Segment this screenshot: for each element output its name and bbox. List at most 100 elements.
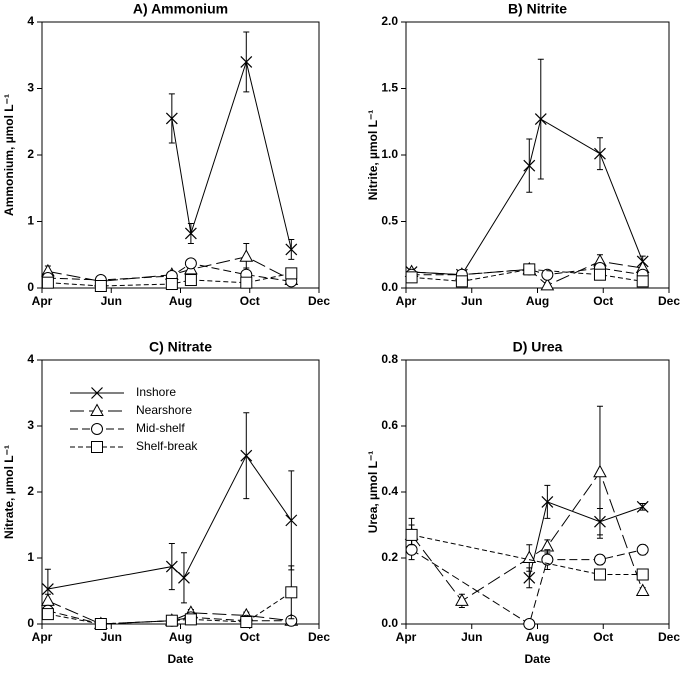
- marker-square: [405, 271, 418, 284]
- marker-square: [285, 586, 298, 599]
- x-tick-label: Oct: [240, 294, 260, 308]
- x-axis-label: Date: [524, 652, 550, 666]
- x-tick-label: Dec: [658, 294, 680, 308]
- y-axis-label: Nitrate, µmol L⁻¹: [2, 445, 16, 539]
- x-tick-label: Jun: [101, 630, 122, 644]
- marker-triangle: [540, 277, 555, 291]
- chart-title: C) Nitrate: [149, 339, 212, 355]
- y-tick-label: 1: [27, 214, 34, 228]
- marker-triangle: [239, 249, 254, 262]
- chart-title: B) Nitrite: [508, 1, 567, 17]
- x-tick-label: Oct: [593, 294, 613, 308]
- series-line: [411, 268, 643, 282]
- marker-square: [593, 268, 606, 281]
- y-tick-label: 2.0: [381, 14, 398, 28]
- y-tick-label: 0.0: [381, 280, 398, 294]
- series-line: [47, 272, 292, 287]
- marker-x: [240, 449, 253, 462]
- marker-x: [534, 113, 547, 126]
- x-tick-label: Jun: [101, 294, 122, 308]
- chart-title: D) Urea: [513, 339, 563, 355]
- series-line: [411, 471, 644, 602]
- marker-triangle: [522, 550, 537, 563]
- marker-x: [594, 147, 606, 160]
- y-tick-label: 3: [27, 81, 34, 95]
- x-tick-label: Aug: [526, 630, 549, 644]
- plot-frame: [41, 359, 320, 625]
- x-tick-label: Dec: [308, 294, 330, 308]
- marker-square: [285, 267, 298, 280]
- marker-triangle: [41, 593, 55, 606]
- series-line: [47, 610, 292, 625]
- marker-square: [41, 608, 54, 621]
- marker-x: [165, 560, 178, 573]
- marker-square: [240, 616, 253, 629]
- x-tick-label: Dec: [658, 630, 680, 644]
- series-line: [411, 118, 644, 276]
- y-tick-label: 4: [27, 14, 34, 28]
- x-tick-label: Jun: [461, 630, 482, 644]
- y-tick-label: 2: [27, 484, 34, 498]
- marker-circle: [541, 553, 554, 566]
- marker-square: [41, 276, 54, 289]
- y-axis-label: Nitrite, µmol L⁻¹: [366, 110, 380, 201]
- y-tick-label: 0.6: [381, 418, 398, 432]
- x-tick-label: Apr: [32, 294, 53, 308]
- marker-square: [240, 276, 253, 289]
- series-line: [47, 256, 292, 282]
- series-line: [47, 591, 292, 625]
- x-tick-label: Aug: [169, 630, 192, 644]
- plot-frame: [41, 21, 320, 289]
- marker-square: [94, 280, 107, 293]
- marker-square: [94, 618, 107, 630]
- marker-square: [593, 568, 606, 581]
- x-tick-label: Dec: [308, 630, 330, 644]
- plot-frame: [405, 21, 670, 289]
- marker-square: [184, 274, 197, 287]
- x-tick-label: Jun: [461, 294, 482, 308]
- x-tick-label: Aug: [526, 294, 549, 308]
- marker-x: [184, 227, 197, 240]
- y-tick-label: 0.0: [381, 616, 398, 630]
- y-axis-label: Urea, µmol L⁻¹: [366, 451, 380, 534]
- series-line: [171, 60, 292, 250]
- y-tick-label: 1.0: [381, 147, 398, 161]
- legend-label: Nearshore: [136, 403, 192, 417]
- marker-square: [455, 275, 468, 288]
- marker-triangle: [455, 593, 469, 606]
- x-tick-label: Apr: [396, 630, 417, 644]
- series-line: [411, 267, 643, 276]
- y-tick-label: 0.5: [381, 214, 398, 228]
- marker-x: [523, 571, 536, 584]
- series-line: [528, 501, 643, 578]
- marker-circle: [91, 423, 103, 435]
- x-tick-label: Oct: [593, 630, 613, 644]
- y-axis-label: Ammonium, µmol L⁻¹: [2, 94, 16, 216]
- marker-x: [240, 55, 253, 68]
- marker-x: [41, 583, 54, 595]
- marker-circle: [541, 268, 554, 281]
- y-tick-label: 3: [27, 418, 34, 432]
- y-tick-label: 1: [27, 550, 34, 564]
- y-tick-label: 0.8: [381, 352, 398, 366]
- x-tick-label: Aug: [169, 294, 192, 308]
- marker-square: [636, 568, 649, 581]
- marker-x: [285, 514, 298, 527]
- marker-square: [405, 528, 418, 541]
- marker-x: [523, 159, 536, 172]
- marker-square: [184, 613, 197, 626]
- y-tick-label: 1.5: [381, 81, 398, 95]
- series-line: [47, 600, 292, 625]
- y-tick-label: 4: [27, 352, 34, 366]
- marker-x: [636, 500, 649, 513]
- marker-circle: [184, 257, 197, 270]
- marker-x: [165, 112, 178, 125]
- marker-triangle: [593, 464, 607, 478]
- marker-circle: [636, 543, 649, 556]
- marker-square: [165, 614, 178, 627]
- x-tick-label: Oct: [240, 630, 260, 644]
- y-tick-label: 0.4: [381, 484, 398, 498]
- x-tick-label: Apr: [396, 294, 417, 308]
- y-tick-label: 2: [27, 147, 34, 161]
